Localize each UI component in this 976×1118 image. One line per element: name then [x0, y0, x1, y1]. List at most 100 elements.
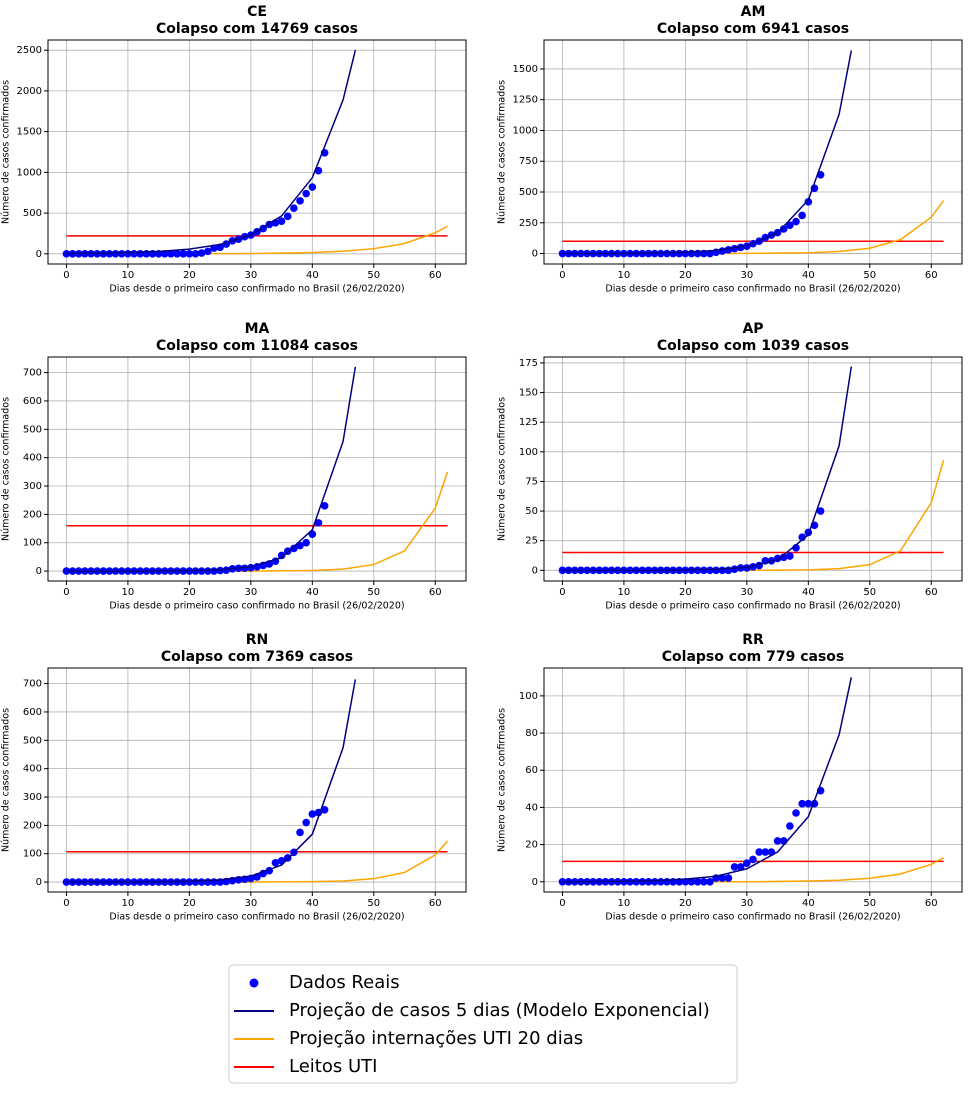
- data-point: [779, 225, 788, 233]
- x-tick-label: 0: [559, 587, 565, 598]
- y-tick-label: 0: [532, 877, 538, 888]
- data-point: [687, 877, 696, 886]
- data-point: [755, 848, 763, 856]
- data-point: [644, 877, 653, 886]
- x-tick-label: 50: [863, 898, 876, 909]
- data-point: [779, 553, 788, 562]
- y-tick-label: 0: [36, 249, 42, 260]
- data-point: [167, 250, 175, 258]
- x-tick-label: 60: [925, 270, 938, 281]
- y-tick-label: 175: [519, 358, 538, 369]
- y-tick-label: 300: [23, 481, 42, 492]
- data-point: [185, 878, 194, 886]
- chart-title: AM: [741, 4, 766, 20]
- data-point: [804, 198, 813, 206]
- legend-label: Leitos UTI: [289, 1056, 377, 1077]
- data-point: [638, 877, 647, 886]
- data-point: [290, 544, 298, 553]
- y-tick-label: 400: [23, 453, 42, 464]
- y-tick-label: 80: [525, 728, 538, 739]
- data-point: [786, 221, 794, 230]
- data-point: [632, 877, 641, 886]
- y-tick-label: 0: [36, 566, 42, 577]
- y-tick-label: 1000: [17, 167, 42, 178]
- series-group: [558, 366, 945, 575]
- data-point: [736, 863, 745, 871]
- chart-title: CE: [247, 4, 267, 20]
- chart-subtitle: Colapso com 14769 casos: [156, 21, 358, 37]
- data-point: [712, 566, 720, 575]
- y-tick-label: 400: [23, 764, 42, 775]
- y-axis-label: Número de casos confirmados: [1, 708, 12, 852]
- data-point: [197, 567, 206, 575]
- x-tick-label: 0: [63, 898, 69, 909]
- y-tick-label: 25: [525, 536, 538, 547]
- data-point: [185, 250, 194, 258]
- data-point: [240, 564, 249, 573]
- data-point: [179, 250, 188, 258]
- x-tick-label: 50: [863, 270, 876, 281]
- legend-label: Projeção de casos 5 dias (Modelo Exponen…: [289, 1000, 710, 1021]
- x-tick-label: 0: [63, 270, 69, 281]
- chart-title: AP: [742, 321, 763, 337]
- legend-label: Projeção internações UTI 20 dias: [289, 1028, 583, 1049]
- data-point: [798, 211, 806, 220]
- y-axis-label: Número de casos confirmados: [1, 80, 12, 224]
- y-tick-label: 200: [23, 820, 42, 831]
- data-point: [204, 567, 212, 575]
- y-tick-label: 60: [525, 765, 538, 776]
- y-tick-label: 0: [36, 877, 42, 888]
- y-tick-label: 75: [525, 476, 538, 487]
- x-tick-label: 10: [122, 898, 135, 909]
- x-axis-label: Dias desde o primeiro caso confirmado no…: [109, 601, 404, 612]
- data-point: [277, 551, 286, 560]
- x-tick-label: 50: [367, 898, 380, 909]
- chart-title: RN: [246, 632, 269, 648]
- x-tick-label: 30: [740, 587, 753, 598]
- data-point: [302, 818, 310, 827]
- data-point: [773, 837, 782, 845]
- chart-subtitle: Colapso com 779 casos: [662, 649, 845, 665]
- data-point: [117, 250, 126, 258]
- y-tick-label: 2000: [17, 86, 42, 97]
- x-tick-label: 60: [925, 898, 938, 909]
- y-tick-label: 500: [23, 735, 42, 746]
- data-point: [706, 877, 714, 886]
- x-tick-label: 20: [183, 587, 196, 598]
- y-tick-label: 1000: [513, 125, 538, 136]
- data-point: [296, 197, 304, 205]
- y-tick-label: 100: [519, 691, 538, 702]
- x-tick-label: 10: [122, 270, 135, 281]
- x-tick-label: 40: [306, 587, 319, 598]
- data-point: [669, 249, 677, 258]
- series-line: [66, 471, 449, 572]
- series-group: [558, 50, 945, 258]
- plot-frame: [543, 39, 963, 265]
- x-tick-label: 40: [802, 898, 815, 909]
- x-axis-label: Dias desde o primeiro caso confirmado no…: [109, 284, 404, 295]
- y-tick-label: 600: [23, 707, 42, 718]
- data-point: [302, 189, 310, 198]
- data-point: [290, 204, 298, 213]
- x-tick-label: 30: [244, 898, 257, 909]
- y-tick-label: 100: [23, 849, 42, 860]
- x-tick-label: 0: [559, 898, 565, 909]
- data-point: [191, 878, 200, 886]
- y-tick-label: 300: [23, 792, 42, 803]
- series-line: [562, 677, 853, 883]
- data-point: [173, 250, 181, 258]
- x-axis-label: Dias desde o primeiro caso confirmado no…: [605, 284, 900, 295]
- y-tick-label: 1250: [513, 95, 538, 106]
- data-point: [792, 217, 800, 226]
- data-point: [700, 877, 708, 886]
- data-point: [558, 249, 567, 258]
- series-group: [558, 677, 944, 886]
- x-tick-label: 30: [244, 270, 257, 281]
- data-point: [718, 874, 727, 882]
- plot-frame: [543, 667, 963, 893]
- x-tick-label: 10: [618, 898, 631, 909]
- legend-marker: [249, 978, 259, 988]
- series-group: [62, 50, 448, 258]
- data-point: [314, 519, 323, 527]
- data-point: [724, 874, 733, 882]
